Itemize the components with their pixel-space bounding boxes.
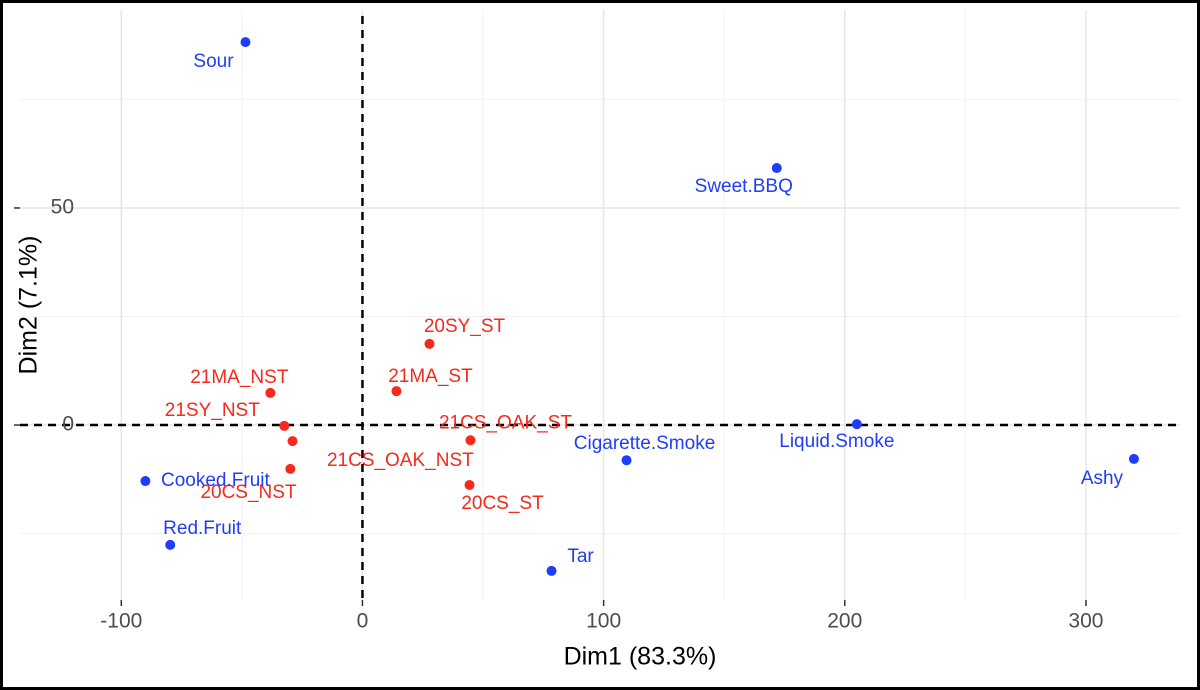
- point: [464, 479, 475, 490]
- point-label: 21MA_NST: [190, 367, 289, 388]
- point: [771, 163, 782, 174]
- point: [265, 387, 276, 398]
- point-label: Cigarette.Smoke: [574, 433, 716, 454]
- y-tick-label: 0: [62, 413, 74, 436]
- point-label: 20CS_NST: [200, 482, 296, 503]
- point-label: 20CS_ST: [461, 493, 544, 514]
- point-label: 20SY_ST: [424, 316, 506, 337]
- point-label: Cooked.Fruit: [161, 470, 270, 491]
- point: [851, 419, 862, 430]
- x-tick-label: 100: [586, 610, 621, 633]
- point: [287, 436, 298, 447]
- x-tick-label: -100: [100, 610, 142, 633]
- point: [621, 455, 632, 466]
- point: [165, 539, 176, 550]
- y-axis-title: Dim2 (7.1%): [15, 236, 43, 375]
- point-label: Liquid.Smoke: [779, 431, 894, 452]
- point: [424, 338, 435, 349]
- point: [140, 476, 151, 487]
- point-label: 21SY_NST: [165, 400, 260, 421]
- point: [279, 420, 290, 431]
- x-tick-label: 0: [357, 610, 369, 633]
- reference-lines: [20, 16, 1180, 600]
- point-label: 21CS_OAK_NST: [327, 450, 474, 471]
- y-tick-label: 50: [51, 196, 74, 219]
- point-label: Red.Fruit: [163, 518, 242, 539]
- point: [391, 386, 402, 397]
- point: [546, 565, 557, 576]
- point-label: 21CS_OAK_ST: [439, 412, 572, 433]
- point-label: Tar: [567, 546, 594, 567]
- x-tick-label: 200: [827, 610, 862, 633]
- point-label: Sweet.BBQ: [695, 176, 793, 197]
- point-label: Sour: [193, 51, 234, 72]
- point: [465, 435, 476, 446]
- point: [240, 37, 251, 48]
- point: [1128, 453, 1139, 464]
- point-label: Ashy: [1081, 468, 1124, 489]
- x-tick-label: 300: [1068, 610, 1103, 633]
- point-label: 21MA_ST: [388, 366, 473, 387]
- point: [285, 463, 296, 474]
- x-axis-title: Dim1 (83.3%): [564, 643, 717, 671]
- points: 20SY_ST 21MA_ST 21MA_NST 21SY_NST 21CS_OAK_S…: [140, 37, 1139, 576]
